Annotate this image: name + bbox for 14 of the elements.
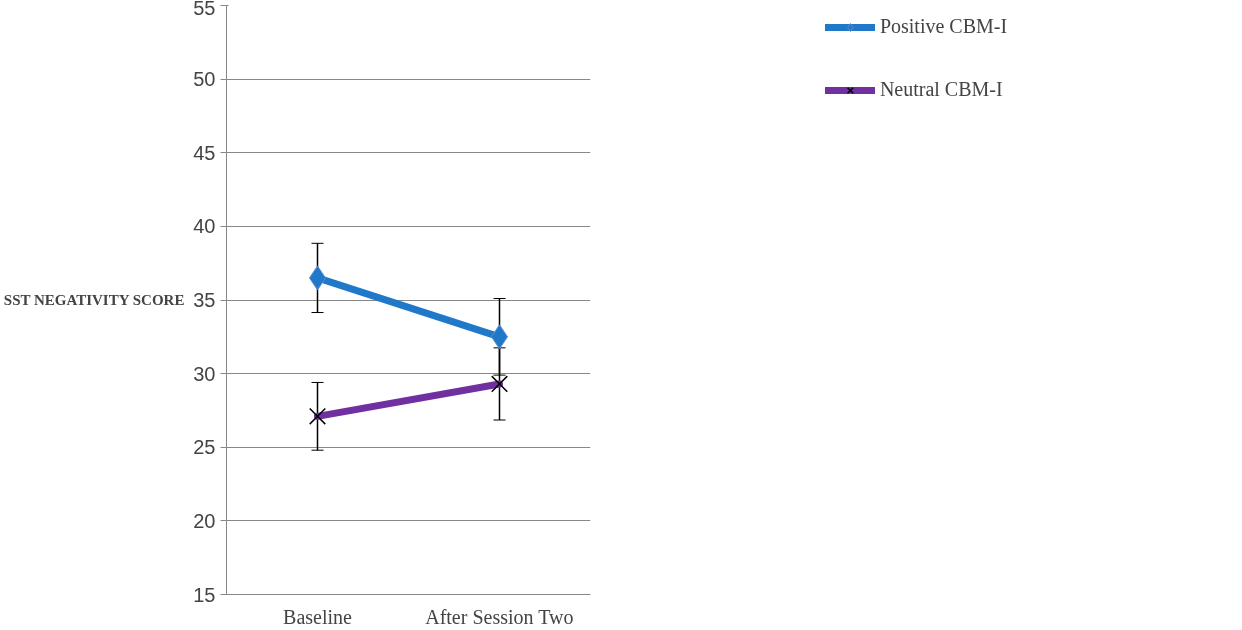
x-tick-label: After Session Two (425, 605, 574, 628)
y-tick-label: 30 (193, 362, 216, 385)
y-tick-label: 55 (193, 0, 216, 19)
y-tick-label: 45 (193, 141, 216, 164)
y-tick-label: 25 (193, 436, 216, 459)
y-axis-title: SST NEGATIVITY SCORE (3, 292, 185, 308)
y-tick-label: 35 (193, 289, 216, 311)
legend-label: Positive CBM-I (879, 15, 1008, 38)
y-tick-label: 20 (193, 509, 216, 532)
y-tick-label: 50 (193, 68, 216, 91)
x-tick-label: Baseline (283, 605, 353, 628)
y-tick-label: 15 (193, 583, 216, 606)
legend-label: Neutral CBM-I (879, 78, 1003, 101)
y-tick-label: 40 (193, 215, 216, 238)
